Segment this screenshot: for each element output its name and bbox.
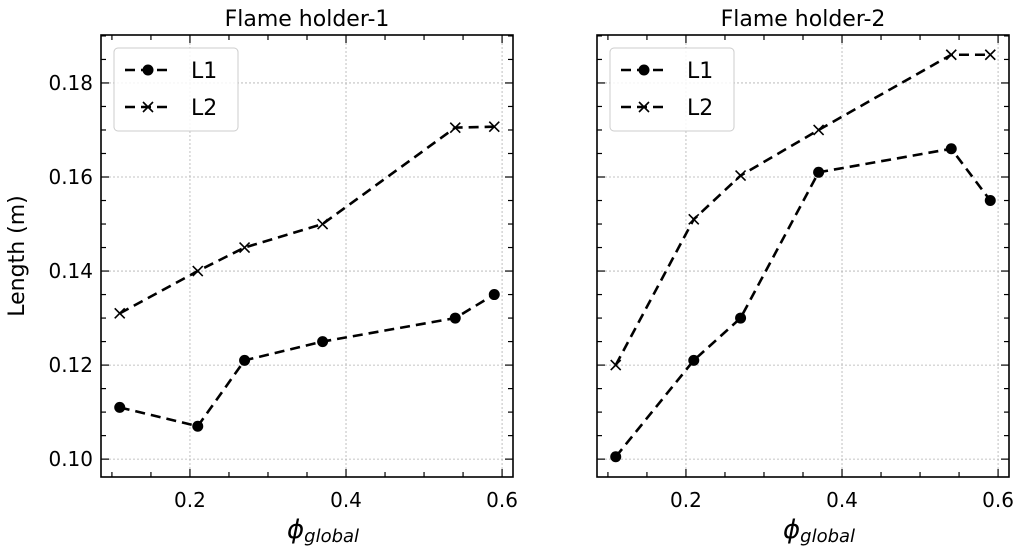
y-tick-label: 0.14 [48, 259, 93, 283]
legend-item: L1 [621, 59, 713, 84]
data-point [239, 241, 251, 254]
legend-item: L2 [125, 96, 217, 121]
series-L2 [610, 49, 996, 371]
series-L1 [610, 143, 996, 463]
data-point [945, 143, 957, 155]
data-point [488, 121, 500, 133]
data-point [449, 312, 461, 324]
panel-1: 0.2 0.4 0.6 0.10 0.12 0.14 0.16 0.18 Flame holde… [48, 7, 518, 547]
x-axis-label: ϕglobal [783, 515, 855, 547]
data-point [317, 218, 329, 230]
legend-box [113, 47, 239, 132]
legend-box [609, 47, 735, 132]
data-point [813, 124, 825, 136]
series-line [614, 147, 992, 458]
x-tick-label: 0.2 [174, 488, 206, 512]
data-point [984, 195, 996, 207]
data-point [317, 336, 329, 348]
x-tick-label: 0.2 [670, 488, 702, 512]
legend-label: L2 [191, 96, 217, 121]
axes-frame [596, 34, 1010, 478]
series-line [119, 293, 495, 428]
panel-title: Flame holder-1 [225, 7, 390, 32]
legend-item: L1 [125, 59, 217, 84]
data-point [449, 122, 461, 134]
y-tick-label: 0.16 [48, 165, 93, 189]
data-point [735, 170, 747, 182]
legend-item: L2 [621, 96, 713, 121]
data-point [192, 420, 204, 432]
series-L1 [114, 289, 500, 432]
y-tick-label: 0.18 [48, 71, 93, 95]
data-point [638, 101, 650, 113]
data-point [142, 64, 154, 76]
series-line [119, 125, 495, 315]
x-tick-label: 0.4 [826, 488, 858, 512]
data-point [142, 101, 154, 113]
series-L2 [114, 121, 500, 319]
data-point [610, 451, 622, 463]
y-tick-label: 0.12 [48, 353, 93, 377]
axes-frame [100, 34, 514, 478]
x-axis-label-subscript: global [800, 526, 855, 547]
data-point [610, 359, 622, 371]
x-tick-label: 0.6 [982, 488, 1014, 512]
x-tick-label: 0.4 [330, 488, 362, 512]
data-point [114, 307, 126, 319]
data-point [813, 166, 825, 178]
series-line [614, 53, 991, 366]
x-tick-label: 0.6 [486, 488, 518, 512]
data-point [984, 49, 996, 61]
panel-title: Flame holder-2 [721, 7, 886, 32]
data-point [688, 354, 700, 366]
data-point [735, 312, 747, 324]
data-point [945, 49, 957, 61]
data-point [688, 213, 700, 225]
data-point [192, 265, 204, 277]
x-axis-label-subscript: global [304, 526, 359, 547]
data-point [239, 354, 251, 366]
x-axis-label: ϕglobal [287, 515, 359, 547]
data-point [114, 401, 126, 413]
y-axis-label: Length (m) [5, 195, 30, 316]
legend-label: L1 [191, 59, 217, 84]
data-point [488, 289, 500, 301]
legend-label: L2 [687, 96, 713, 121]
legend-label: L1 [687, 59, 713, 84]
data-point [638, 64, 650, 76]
y-tick-label: 0.10 [48, 447, 93, 471]
